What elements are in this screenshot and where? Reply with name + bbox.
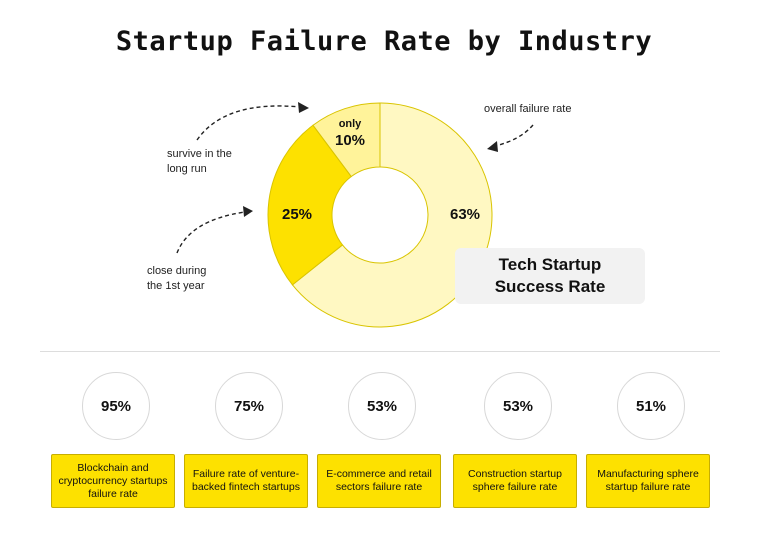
stat-item: 95% Blockchain and cryptocurrency startu…	[51, 372, 181, 508]
stat-label: E-commerce and retail sectors failure ra…	[317, 454, 441, 508]
annotation-survive: survive in the long run	[167, 148, 232, 175]
divider	[40, 351, 720, 352]
donut-slice	[312, 102, 381, 178]
stat-value-circle: 53%	[348, 372, 416, 440]
donut-chart	[176, 102, 534, 328]
arrowhead-survive	[298, 102, 309, 113]
stat-value-circle: 75%	[215, 372, 283, 440]
stat-value-circle: 51%	[617, 372, 685, 440]
slice-label-close: 25%	[281, 206, 313, 223]
slice-label-survive: only 10%	[334, 118, 366, 149]
arrowhead-overall	[487, 141, 498, 152]
stat-label: Construction startup sphere failure rate	[453, 454, 577, 508]
stat-item: 75% Failure rate of venture-backed finte…	[184, 372, 314, 508]
stat-item: 53% E-commerce and retail sectors failur…	[317, 372, 447, 508]
arrow-close	[176, 211, 246, 254]
slice-label-overall: 63%	[449, 206, 481, 223]
arrow-survive	[196, 105, 301, 141]
success-rate-text: Tech Startup Success Rate	[494, 255, 606, 296]
stat-value-circle: 53%	[484, 372, 552, 440]
arrowhead-close	[243, 206, 253, 217]
arrow-overall	[494, 124, 534, 147]
stat-label: Failure rate of venture-backed fintech s…	[184, 454, 308, 508]
annotation-overall: overall failure rate	[484, 103, 572, 115]
donut-slice	[291, 102, 493, 328]
donut-slice	[267, 124, 352, 286]
annotation-close: close during the 1st year	[147, 265, 207, 292]
stat-label: Manufacturing sphere startup failure rat…	[586, 454, 710, 508]
chart-title: Startup Failure Rate by Industry	[115, 26, 653, 57]
stat-item: 53% Construction startup sphere failure …	[453, 372, 583, 508]
stat-item: 51% Manufacturing sphere startup failure…	[586, 372, 716, 508]
stat-label: Blockchain and cryptocurrency startups f…	[51, 454, 175, 508]
stat-value-circle: 95%	[82, 372, 150, 440]
success-rate-label: Tech Startup Success Rate	[455, 248, 645, 304]
